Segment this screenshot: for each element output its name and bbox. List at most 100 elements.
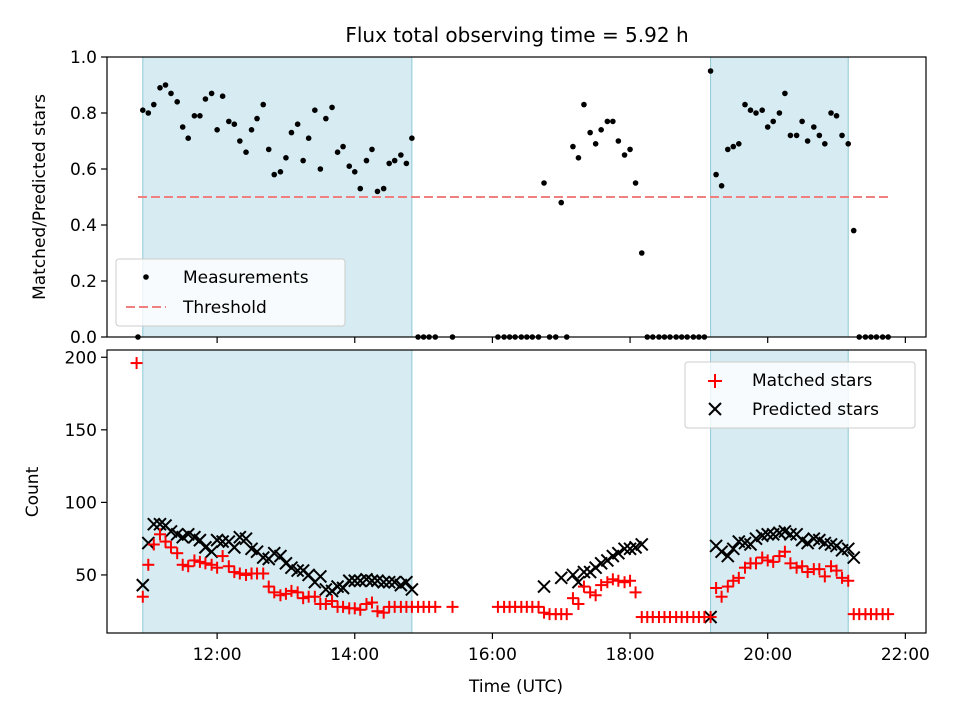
matched-star-point — [601, 576, 614, 589]
top-y-tick-label: 0.0 — [70, 328, 97, 348]
matched-star-point — [721, 580, 734, 593]
matched-stars-points — [130, 357, 895, 624]
measurement-point — [742, 101, 748, 108]
legend-predicted-marker — [708, 402, 722, 416]
measurement-point — [214, 127, 220, 133]
matched-star-point — [606, 573, 619, 586]
measurement-point — [260, 101, 267, 108]
top-axes-frame — [106, 56, 927, 338]
measurement-point — [346, 163, 353, 169]
matched-star-point — [279, 587, 292, 600]
matched-star-point — [365, 596, 378, 609]
measurement-point — [782, 90, 788, 97]
matched-star-point — [326, 595, 339, 608]
measurement-point — [822, 141, 828, 147]
matched-star-point — [882, 608, 895, 621]
matched-star-point — [618, 576, 631, 589]
predicted-star-point — [376, 575, 391, 589]
measurement-point — [157, 85, 163, 91]
measurement-point — [334, 149, 341, 155]
measurement-point — [403, 160, 410, 167]
measurement-point — [283, 155, 289, 161]
matched-star-point — [165, 541, 178, 554]
measurement-point — [374, 188, 381, 195]
matched-star-point — [257, 567, 270, 580]
measurement-point — [592, 141, 599, 147]
measurement-point — [380, 185, 387, 192]
measurement-point — [764, 124, 771, 130]
matched-star-point — [233, 567, 246, 580]
measurement-point — [575, 155, 582, 161]
matched-star-point — [274, 589, 287, 602]
bottom-y-tick-label: 200 — [65, 348, 97, 368]
matched-star-point — [566, 592, 579, 605]
matched-star-point — [589, 589, 602, 602]
measurement-point — [558, 199, 565, 206]
matched-star-point — [240, 568, 253, 581]
measurement-point — [570, 143, 576, 150]
matched-star-point — [612, 574, 625, 587]
matched-star-point — [182, 560, 195, 573]
measurement-point — [759, 107, 765, 113]
measurement-point — [707, 68, 714, 74]
matched-star-point — [767, 555, 780, 568]
measurement-point — [598, 127, 604, 133]
predicted-star-point — [537, 579, 551, 594]
measurement-point — [730, 143, 737, 150]
top-y-axis-label: Matched/Predicted stars — [30, 94, 50, 300]
measurement-point — [254, 115, 260, 122]
predicted-star-point — [239, 531, 253, 546]
matched-star-point — [830, 564, 843, 577]
measurement-point — [317, 166, 324, 172]
matched-star-point — [560, 608, 573, 621]
measurement-point — [610, 118, 616, 125]
measurement-point — [174, 99, 180, 105]
predicted-star-point — [566, 568, 580, 582]
measurement-point — [191, 113, 198, 119]
legend-threshold-label: Threshold — [182, 298, 267, 318]
matched-star-point — [130, 357, 143, 370]
measurement-point — [787, 132, 794, 139]
matched-star-point — [710, 582, 723, 595]
top-y-tick-label: 0.6 — [70, 160, 97, 180]
measurement-point — [621, 152, 628, 158]
measurement-point — [369, 146, 375, 153]
measurement-point — [398, 152, 404, 158]
measurement-point — [816, 132, 823, 139]
matched-star-point — [538, 606, 551, 619]
measurement-point — [833, 113, 840, 119]
measurement-point — [541, 180, 547, 186]
matched-star-point — [572, 597, 585, 610]
measurement-point — [363, 157, 370, 164]
measurement-point — [340, 143, 346, 150]
bottom-y-ticks: 50 100 150 200 — [65, 348, 107, 586]
matched-star-point — [291, 586, 304, 599]
matched-star-point — [199, 557, 212, 570]
predicted-star-point — [800, 536, 815, 550]
predicted-star-point — [760, 527, 775, 542]
predicted-star-point — [405, 582, 419, 597]
bottom-y-tick-label: 150 — [65, 421, 97, 441]
measurement-point — [587, 129, 593, 136]
top-legend: Measurements Threshold — [115, 258, 346, 327]
measurement-point — [811, 124, 817, 130]
measurement-point — [145, 110, 152, 116]
top-x-ticks — [216, 337, 906, 343]
matched-star-point — [761, 554, 774, 567]
matched-star-point — [836, 571, 849, 584]
measurement-point — [581, 101, 587, 108]
bottom-x-ticks: 12:00 14:00 16:00 18:00 20:00 22:00 — [193, 633, 930, 665]
measurement-point — [793, 132, 800, 139]
predicted-star-point — [617, 542, 632, 556]
measurement-point — [208, 90, 215, 97]
matched-star-point — [801, 566, 814, 579]
bottom-y-axis-label: Count — [23, 466, 43, 517]
matched-star-point — [153, 528, 166, 541]
matched-star-point — [147, 538, 160, 551]
matched-star-point — [319, 597, 332, 610]
predicted-stars-points — [136, 517, 861, 624]
predicted-star-point — [136, 578, 150, 592]
matched-star-point — [624, 574, 637, 587]
top-y-tick-label: 0.2 — [70, 272, 97, 292]
matched-star-point — [337, 600, 350, 613]
